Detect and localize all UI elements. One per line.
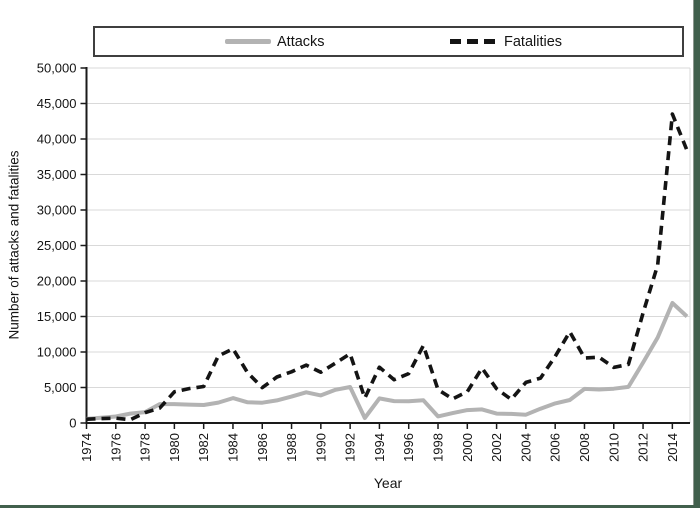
- x-tick-label: 2004: [518, 433, 533, 462]
- y-tick-label: 15,000: [37, 309, 77, 324]
- legend: Attacks Fatalities: [93, 26, 684, 57]
- x-tick-label: 1974: [79, 433, 94, 462]
- x-tick-label: 2006: [548, 433, 563, 462]
- x-tick-label: 1976: [108, 433, 123, 462]
- x-tick-label: 1984: [225, 433, 240, 462]
- x-tick-label: 1992: [343, 433, 358, 462]
- x-tick-label: 2008: [577, 433, 592, 462]
- attacks-series-line: [86, 301, 689, 421]
- legend-item-fatalities: Fatalities: [450, 28, 562, 55]
- x-tick-label: 1978: [138, 433, 153, 462]
- y-tick-label: 5,000: [44, 380, 77, 395]
- y-tick-label: 35,000: [37, 167, 77, 182]
- x-tick-label: 1994: [372, 433, 387, 462]
- y-tick-label: 10,000: [37, 345, 77, 360]
- y-tick-label: 30,000: [37, 203, 77, 218]
- y-tick-label: 40,000: [37, 132, 77, 147]
- x-tick-label: 2012: [636, 433, 651, 462]
- y-tick-label: 45,000: [37, 96, 77, 111]
- desktop-edge-bottom: [0, 505, 700, 508]
- x-tick-label: 1990: [313, 433, 328, 462]
- x-tick-label: 2002: [489, 433, 504, 462]
- legend-label-fatalities: Fatalities: [504, 33, 563, 50]
- fatalities-series-line: [86, 112, 689, 422]
- desktop-edge-right: [693, 0, 700, 508]
- attacks-line-sample: [225, 39, 271, 44]
- x-tick-label: 2000: [460, 433, 475, 462]
- x-axis-title: Year: [373, 475, 403, 491]
- y-tick-label: 25,000: [37, 238, 77, 253]
- x-tick-label: 2010: [606, 433, 621, 462]
- x-tick-label: 1986: [255, 433, 270, 462]
- legend-label-attacks: Attacks: [277, 33, 325, 50]
- x-tick-label: 1980: [167, 433, 182, 462]
- y-tick-label: 20,000: [37, 274, 77, 289]
- y-axis-title: Number of attacks and fatalities: [6, 150, 22, 340]
- x-tick-label: 1998: [431, 433, 446, 462]
- x-tick-label: 1982: [196, 433, 211, 462]
- x-tick-label: 2014: [665, 433, 680, 462]
- y-tick-label: 50,000: [37, 61, 77, 76]
- x-tick-label: 1996: [401, 433, 416, 462]
- fatalities-line-sample: [450, 39, 498, 44]
- y-tick-label: 0: [69, 416, 76, 431]
- x-tick-label: 1988: [284, 433, 299, 462]
- legend-item-attacks: Attacks: [225, 28, 325, 55]
